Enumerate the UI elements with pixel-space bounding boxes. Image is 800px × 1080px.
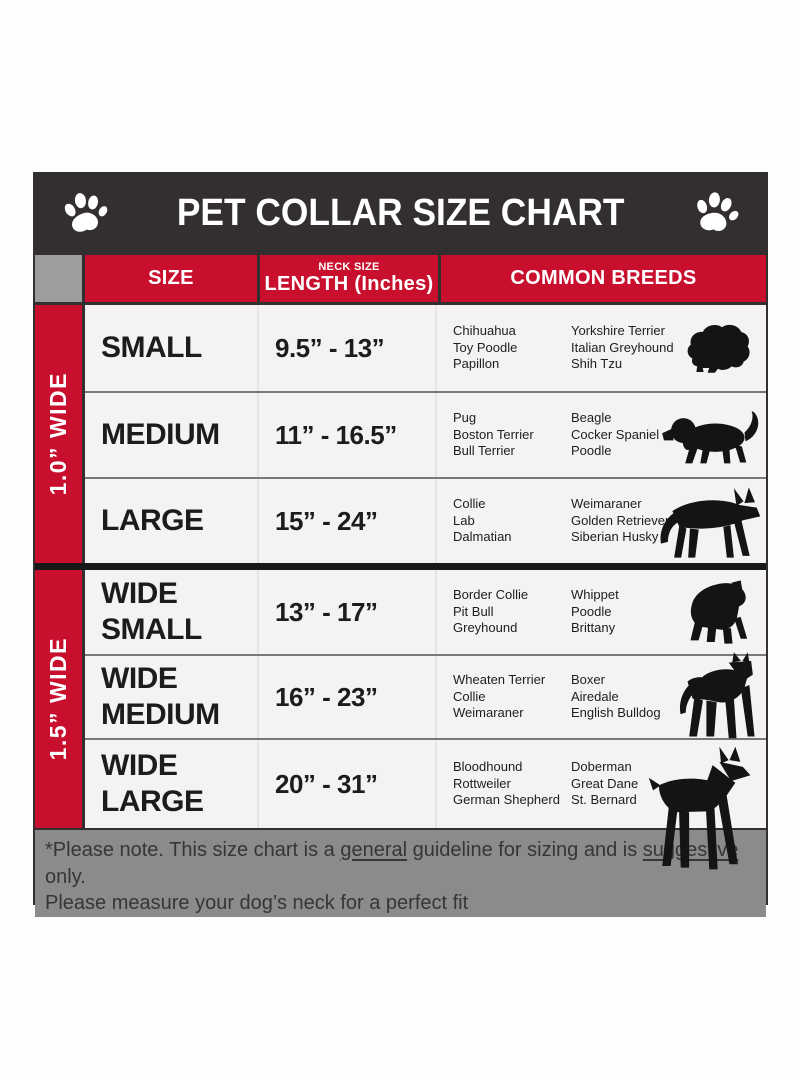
table-row-wide-small: WIDE SMALL 13” - 17” Border Collie Pit Bu… <box>85 570 766 654</box>
pit-bull-icon <box>672 650 758 744</box>
length-cell: 11” - 16.5” <box>257 393 435 477</box>
length-value: 11” - 16.5” <box>275 419 397 450</box>
length-value: 20” - 31” <box>275 768 378 799</box>
section-rows: SMALL 9.5” - 13” Chihuahua Toy Poodle Pa… <box>85 305 766 563</box>
size-cell: WIDE LARGE <box>101 749 204 818</box>
length-value: 15” - 24” <box>275 505 378 536</box>
size-cell: LARGE <box>85 479 257 563</box>
header-corner-cell <box>35 255 82 302</box>
german-shepherd-icon <box>646 485 762 561</box>
column-header-size: SIZE <box>85 255 257 302</box>
size-label: LARGE <box>101 504 204 537</box>
footer-text-part3: only. <box>45 865 86 888</box>
breed-list-1: Collie Lab Dalmatian <box>453 496 512 545</box>
size-cell: WIDE SMALL <box>101 577 202 646</box>
section-rows: WIDE SMALL 13” - 17” Border Collie Pit Bu… <box>85 570 766 870</box>
section-divider <box>35 563 766 570</box>
footer-text-part2: guideline for sizing and is <box>407 839 643 861</box>
length-cell: 9.5” - 13” <box>257 305 435 391</box>
breed-list-2: Boxer Airedale English Bulldog <box>571 672 661 721</box>
size-label: WIDE <box>101 577 178 610</box>
size-cell: WIDE MEDIUM <box>101 662 220 731</box>
paw-print-icon <box>64 192 108 232</box>
size-label: WIDE <box>101 662 178 695</box>
breed-list-2: Beagle Cocker Spaniel Poodle <box>571 410 660 459</box>
footer-note: *Please note. This size chart is a gener… <box>35 830 766 917</box>
length-value: 16” - 23” <box>275 681 378 712</box>
table-row-small: SMALL 9.5” - 13” Chihuahua Toy Poodle Pa… <box>85 305 766 391</box>
section-1-5-inch-wide: 1.5” WIDE WIDE SMALL 13” - 17” Border Col… <box>35 570 766 870</box>
length-value: 13” - 17” <box>275 596 378 627</box>
size-label: WIDE <box>101 749 178 782</box>
table-row-wide-large: WIDE LARGE 20” - 31” Bloodhound Rottweile… <box>85 738 766 870</box>
page-title: PET COLLAR SIZE CHART <box>176 192 625 234</box>
shih-tzu-icon <box>682 321 754 375</box>
length-cell: 16” - 23” <box>257 656 435 738</box>
size-label: MEDIUM <box>101 418 220 451</box>
breeds-cell: Collie Lab Dalmatian Weimaraner Golden R… <box>435 479 766 563</box>
breeds-cell: Border Collie Pit Bull Greyhound Whippet… <box>435 570 766 654</box>
breeds-cell: Chihuahua Toy Poodle Papillon Yorkshire … <box>435 305 766 391</box>
sidebar-label: 1.0” WIDE <box>45 372 71 496</box>
size-label: SMALL <box>101 331 202 364</box>
length-cell: 20” - 31” <box>257 740 435 828</box>
length-cell: 13” - 17” <box>257 570 435 654</box>
breeds-header-label: COMMON BREEDS <box>510 267 697 289</box>
table-row-large: LARGE 15” - 24” Collie Lab Dalmatian Wei… <box>85 477 766 563</box>
sidebar-1-5-inch-wide: 1.5” WIDE <box>35 570 82 828</box>
footer-underlined-general: general <box>340 839 408 861</box>
sidebar-label: 1.5” WIDE <box>45 637 71 761</box>
table-row-wide-medium: WIDE MEDIUM 16” - 23” Wheaten Terrier Col… <box>85 652 766 739</box>
pet-collar-size-chart: PET COLLAR SIZE CHART SIZE NECK SIZE LEN… <box>33 172 768 917</box>
breeds-cell: Pug Boston Terrier Bull Terrier Beagle C… <box>435 393 766 477</box>
breed-list-1: Chihuahua Toy Poodle Papillon <box>453 323 518 372</box>
footer-line2: Please measure your dog’s neck for a per… <box>45 892 469 915</box>
doberman-icon <box>632 742 758 890</box>
beagle-icon <box>660 404 760 466</box>
sidebar-1-inch-wide: 1.0” WIDE <box>35 305 82 563</box>
size-cell: MEDIUM <box>85 393 257 477</box>
breed-list-2: Whippet Poodle Brittany <box>571 587 619 636</box>
breed-list-2: Weimaraner Golden Retriever Siberian Hus… <box>571 496 670 545</box>
size-cell: SMALL <box>85 305 257 391</box>
breeds-cell: Wheaten Terrier Collie Weimaraner Boxer … <box>435 652 766 739</box>
length-value: 9.5” - 13” <box>275 332 385 363</box>
breeds-cell: Bloodhound Rottweiler German Shepherd Do… <box>435 740 766 870</box>
table-row-medium: MEDIUM 11” - 16.5” Pug Boston Terrier Bu… <box>85 391 766 477</box>
breed-list-2: Doberman Great Dane St. Bernard <box>571 759 639 808</box>
breed-list-1: Bloodhound Rottweiler German Shepherd <box>453 759 560 808</box>
paw-print-icon <box>697 191 739 231</box>
bulldog-icon <box>684 578 752 646</box>
footer-text-part1: *Please note. This size chart is a <box>45 839 341 861</box>
column-header-length: NECK SIZE LENGTH (Inches) <box>260 255 438 302</box>
length-cell: 15” - 24” <box>257 479 435 563</box>
title-band: PET COLLAR SIZE CHART <box>35 174 766 253</box>
column-header-breeds: COMMON BREEDS <box>441 255 766 302</box>
breed-list-1: Wheaten Terrier Collie Weimaraner <box>453 672 546 721</box>
breed-list-1: Pug Boston Terrier Bull Terrier <box>453 410 534 459</box>
breed-list-2: Yorkshire Terrier Italian Greyhound Shih… <box>571 323 674 372</box>
size-header-label: SIZE <box>148 267 194 289</box>
table-header-row: SIZE NECK SIZE LENGTH (Inches) COMMON BR… <box>35 255 766 302</box>
length-header-label: LENGTH (Inches) <box>264 272 434 295</box>
breed-list-1: Border Collie Pit Bull Greyhound <box>453 587 529 636</box>
section-1-inch-wide: 1.0” WIDE SMALL 9.5” - 13” Chihuahua Toy… <box>35 305 766 563</box>
neck-size-label: NECK SIZE <box>318 261 380 274</box>
